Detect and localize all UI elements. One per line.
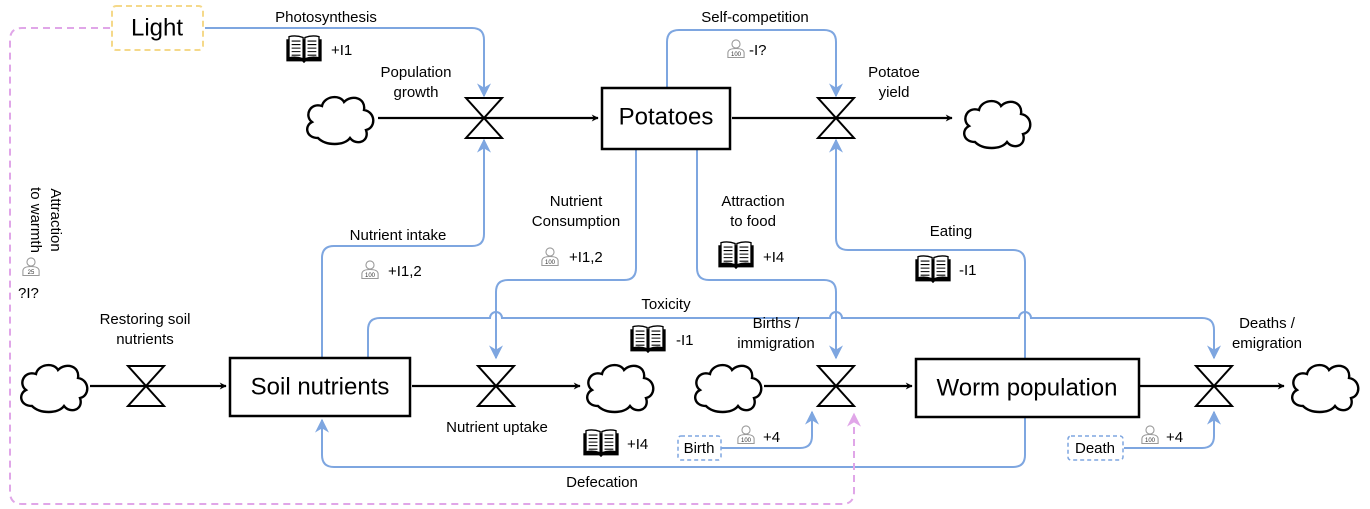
valve-restoring-soil <box>125 365 167 407</box>
death-link <box>1124 410 1221 449</box>
link-label-eating: Eating <box>930 223 973 240</box>
link-label-self-competition: Self-competition <box>701 9 809 26</box>
evidence-nutrient-intake: +I1,2 <box>388 263 422 280</box>
person-icon: 25 <box>22 257 40 277</box>
svg-text:100: 100 <box>365 273 376 279</box>
book-icon <box>582 429 620 458</box>
person-icon: 100 <box>737 425 755 445</box>
valve-nutrient-uptake <box>475 365 517 407</box>
evidence-birth: +4 <box>763 429 780 446</box>
svg-text:25: 25 <box>28 270 35 276</box>
attraction-to-food-link <box>696 150 843 360</box>
evidence-toxicity: -I1 <box>676 332 694 349</box>
photosynthesis-link <box>205 27 491 98</box>
flow-label-potatoe-yield: Potatoe yield <box>868 64 920 101</box>
nutrient-intake-link <box>321 138 491 357</box>
aux-birth[interactable]: Birth <box>677 435 722 461</box>
link-label-nutrient-consumption: Nutrient Consumption <box>532 193 620 230</box>
stock-potatoes[interactable]: Potatoes <box>600 86 732 151</box>
stock-worm-population[interactable]: Worm population <box>914 357 1141 419</box>
self-competition-link <box>666 29 843 98</box>
light-source[interactable]: Light <box>111 5 204 51</box>
stock-worm-population-label: Worm population <box>937 374 1118 401</box>
cloud-sink-icon <box>962 99 1032 150</box>
flow-label-nutrient-uptake: Nutrient uptake <box>446 419 548 436</box>
attraction-to-warmth-link <box>9 27 861 505</box>
evidence-attraction-to-food: +I4 <box>763 249 784 266</box>
aux-death[interactable]: Death <box>1067 435 1124 461</box>
cloud-sink-icon <box>586 363 655 414</box>
eating-link <box>829 138 1026 358</box>
cloud-source-icon <box>694 363 763 414</box>
evidence-self-competition: -I? <box>749 42 767 59</box>
link-label-toxicity: Toxicity <box>641 296 691 313</box>
toxicity-link <box>367 311 1221 360</box>
aux-birth-label: Birth <box>684 440 715 457</box>
birth-link <box>717 410 819 449</box>
cloud-sink-icon <box>1290 363 1360 414</box>
stock-soil-nutrients[interactable]: Soil nutrients <box>228 356 412 418</box>
evidence-eating: -I1 <box>959 262 977 279</box>
cloud-source-icon <box>20 363 89 414</box>
link-label-defecation: Defecation <box>566 474 638 491</box>
svg-text:100: 100 <box>545 260 556 266</box>
person-icon: 100 <box>541 247 559 267</box>
link-label-photosynthesis: Photosynthesis <box>275 9 377 26</box>
flow-label-births: Births / immigration <box>737 315 815 352</box>
person-icon: 100 <box>361 260 379 280</box>
link-label-attraction-to-warmth: Attractionto warmth <box>27 187 64 253</box>
book-icon <box>285 35 323 64</box>
cloud-source-icon <box>306 95 375 146</box>
flow-label-deaths: Deaths / emigration <box>1232 315 1302 352</box>
svg-text:100: 100 <box>731 52 742 58</box>
valve-deaths <box>1193 365 1235 407</box>
defecation-link <box>315 418 1026 468</box>
flow-label-population-growth: Population growth <box>381 64 452 101</box>
valve-potatoe-yield <box>815 97 857 139</box>
light-label: Light <box>131 14 183 41</box>
nutrient-consumption-link <box>489 150 637 360</box>
person-icon: 100 <box>1141 425 1159 445</box>
svg-text:100: 100 <box>1145 438 1156 444</box>
valve-population-growth <box>463 97 505 139</box>
valve-births <box>815 365 857 407</box>
flow-label-restoring-soil: Restoring soil nutrients <box>100 311 191 348</box>
evidence-defecation: +I4 <box>627 436 648 453</box>
aux-death-label: Death <box>1075 440 1115 457</box>
evidence-death: +4 <box>1166 429 1183 446</box>
evidence-nutrient-consumption: +I1,2 <box>569 249 603 266</box>
svg-text:100: 100 <box>741 438 752 444</box>
book-icon <box>914 255 952 284</box>
person-icon: 100 <box>727 39 745 59</box>
evidence-attraction-to-warmth: ?I? <box>18 285 39 302</box>
stock-soil-nutrients-label: Soil nutrients <box>251 373 390 400</box>
book-icon <box>629 325 667 354</box>
stock-potatoes-label: Potatoes <box>619 103 714 130</box>
link-label-nutrient-intake: Nutrient intake <box>350 227 447 244</box>
evidence-photosynthesis: +I1 <box>331 42 352 59</box>
link-label-attraction-to-food: Attraction to food <box>721 193 784 230</box>
book-icon <box>717 241 755 270</box>
